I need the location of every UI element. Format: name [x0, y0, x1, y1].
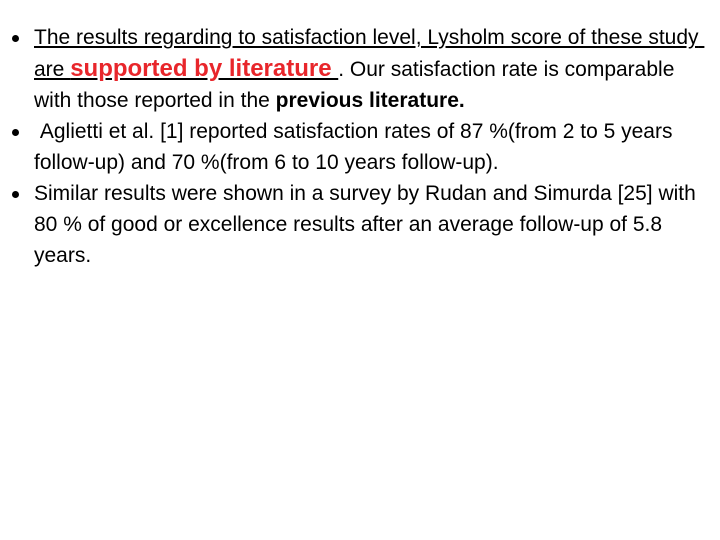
- text-run: Aglietti et al. [1] reported satisfactio…: [34, 120, 679, 174]
- text-run: supported by literature: [70, 55, 339, 82]
- text-run: . Our satisfaction rate is comparable wi…: [34, 58, 681, 112]
- bullet-item: The results regarding to satisfaction le…: [10, 22, 710, 116]
- text-run: previous literature.: [275, 89, 465, 112]
- text-run: The results regarding to satisfaction le…: [34, 26, 705, 81]
- bullet-dot: [12, 35, 19, 42]
- bullet-item: Similar results were shown in a survey b…: [10, 178, 710, 271]
- bullet-dot: [12, 191, 19, 198]
- bullet-item: Aglietti et al. [1] reported satisfactio…: [10, 116, 710, 178]
- bullet-list: The results regarding to satisfaction le…: [10, 22, 710, 271]
- text-run: Similar results were shown in a survey b…: [34, 182, 702, 267]
- bullet-dot: [12, 129, 19, 136]
